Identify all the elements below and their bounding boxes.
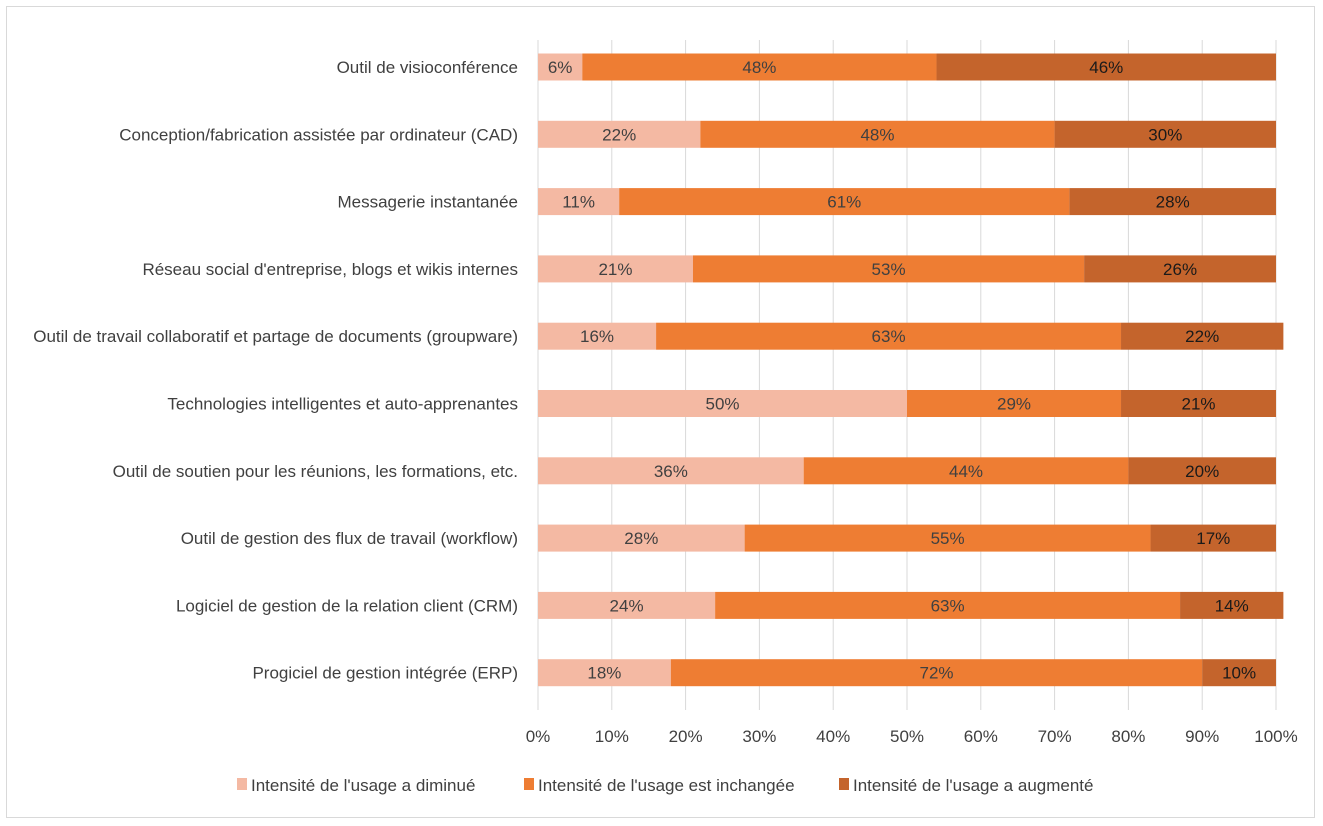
data-label: 14% (1215, 596, 1249, 615)
category-labels: Outil de visioconférence Conception/fabri… (33, 58, 518, 683)
category-label: Outil de visioconférence (337, 58, 518, 77)
category-label: Réseau social d'entreprise, blogs et wik… (142, 260, 518, 279)
category-label: Messagerie instantanée (337, 193, 518, 212)
x-tick-label: 50% (890, 727, 924, 746)
x-tick-label: 70% (1038, 727, 1072, 746)
data-label: 48% (742, 58, 776, 77)
data-label: 55% (931, 529, 965, 548)
data-label: 22% (1185, 327, 1219, 346)
x-tick-label: 60% (964, 727, 998, 746)
data-label: 72% (920, 664, 954, 683)
data-label: 46% (1089, 58, 1123, 77)
bar-segment (538, 120, 701, 148)
legend-label: Intensité de l'usage est inchangée (538, 776, 795, 795)
bar-segment (1054, 120, 1276, 148)
bar-segment (700, 120, 1055, 148)
bar-segment (582, 53, 937, 81)
bar-segment (619, 188, 1070, 216)
x-tick-label: 80% (1111, 727, 1145, 746)
legend-swatch (839, 778, 849, 790)
x-tick-label: 100% (1254, 727, 1297, 746)
data-label: 48% (860, 125, 894, 144)
data-label: 26% (1163, 260, 1197, 279)
data-label: 21% (598, 260, 632, 279)
bar-segment (1202, 659, 1276, 687)
bar-segment (1069, 188, 1276, 216)
data-label: 10% (1222, 664, 1256, 683)
legend-swatch (237, 778, 247, 790)
data-label: 63% (872, 327, 906, 346)
bar-segment (803, 457, 1129, 485)
category-label: Progiciel de gestion intégrée (ERP) (252, 664, 518, 683)
data-label: 36% (654, 462, 688, 481)
bar-segment (670, 659, 1203, 687)
x-tick-label: 90% (1185, 727, 1219, 746)
bar-segment (744, 524, 1151, 552)
bar-segment (1121, 390, 1276, 417)
data-label: 61% (827, 193, 861, 212)
bar-segment (538, 322, 657, 350)
bar-segment (1128, 457, 1276, 485)
bar-segment (936, 53, 1276, 81)
data-label: 28% (1156, 193, 1190, 212)
bar-segment (538, 390, 907, 417)
bar-segment (656, 322, 1122, 350)
bar-segment (715, 591, 1181, 619)
bar-segment (538, 524, 745, 552)
data-label: 21% (1181, 395, 1215, 414)
bar-segment (1180, 591, 1284, 619)
x-tick-label: 10% (595, 727, 629, 746)
data-label: 24% (610, 596, 644, 615)
legend-label: Intensité de l'usage a diminué (251, 776, 475, 795)
category-label: Conception/fabrication assistée par ordi… (119, 125, 518, 144)
bars: 6% 48% 46% 22% 48% 30% 11% 61% 28% 21% 53% 26% 16% 63… (538, 53, 1284, 687)
data-label: 30% (1148, 125, 1182, 144)
data-label: 17% (1196, 529, 1230, 548)
bar-segment (538, 53, 583, 81)
bar-segment (538, 659, 671, 687)
bar-segment (538, 255, 693, 283)
data-label: 22% (602, 125, 636, 144)
x-tick-label: 40% (816, 727, 850, 746)
data-label: 50% (705, 395, 739, 414)
x-tick-label: 30% (742, 727, 776, 746)
category-label: Logiciel de gestion de la relation clien… (176, 596, 518, 615)
legend-swatch (524, 778, 534, 790)
data-label: 29% (997, 395, 1031, 414)
data-label: 63% (931, 596, 965, 615)
bar-segment (538, 188, 620, 216)
bar-segment (907, 390, 1122, 417)
bar-segment (1150, 524, 1276, 552)
data-label: 18% (587, 664, 621, 683)
bar-segment (538, 457, 804, 485)
bar-segment (692, 255, 1085, 283)
x-axis-ticks: 0% 10% 20% 30% 40% 50% 60% 70% 80% 90% 100% (526, 727, 1298, 746)
bar-segment (1084, 255, 1276, 283)
category-label: Outil de gestion des flux de travail (wo… (181, 529, 518, 548)
legend: Intensité de l'usage a diminué Intensité … (237, 776, 1093, 795)
category-label: Outil de travail collaboratif et partage… (33, 327, 518, 346)
data-label: 6% (548, 58, 573, 77)
legend-label: Intensité de l'usage a augmenté (853, 776, 1093, 795)
data-label: 16% (580, 327, 614, 346)
category-label: Technologies intelligentes et auto-appre… (167, 395, 518, 414)
x-tick-label: 0% (526, 727, 551, 746)
data-label: 44% (949, 462, 983, 481)
category-label: Outil de soutien pour les réunions, les … (113, 462, 518, 481)
bar-segment (1121, 322, 1284, 350)
data-label: 28% (624, 529, 658, 548)
bar-segment (538, 591, 716, 619)
data-label: 11% (562, 193, 595, 212)
x-tick-label: 20% (669, 727, 703, 746)
data-label: 53% (872, 260, 906, 279)
data-label: 20% (1185, 462, 1219, 481)
